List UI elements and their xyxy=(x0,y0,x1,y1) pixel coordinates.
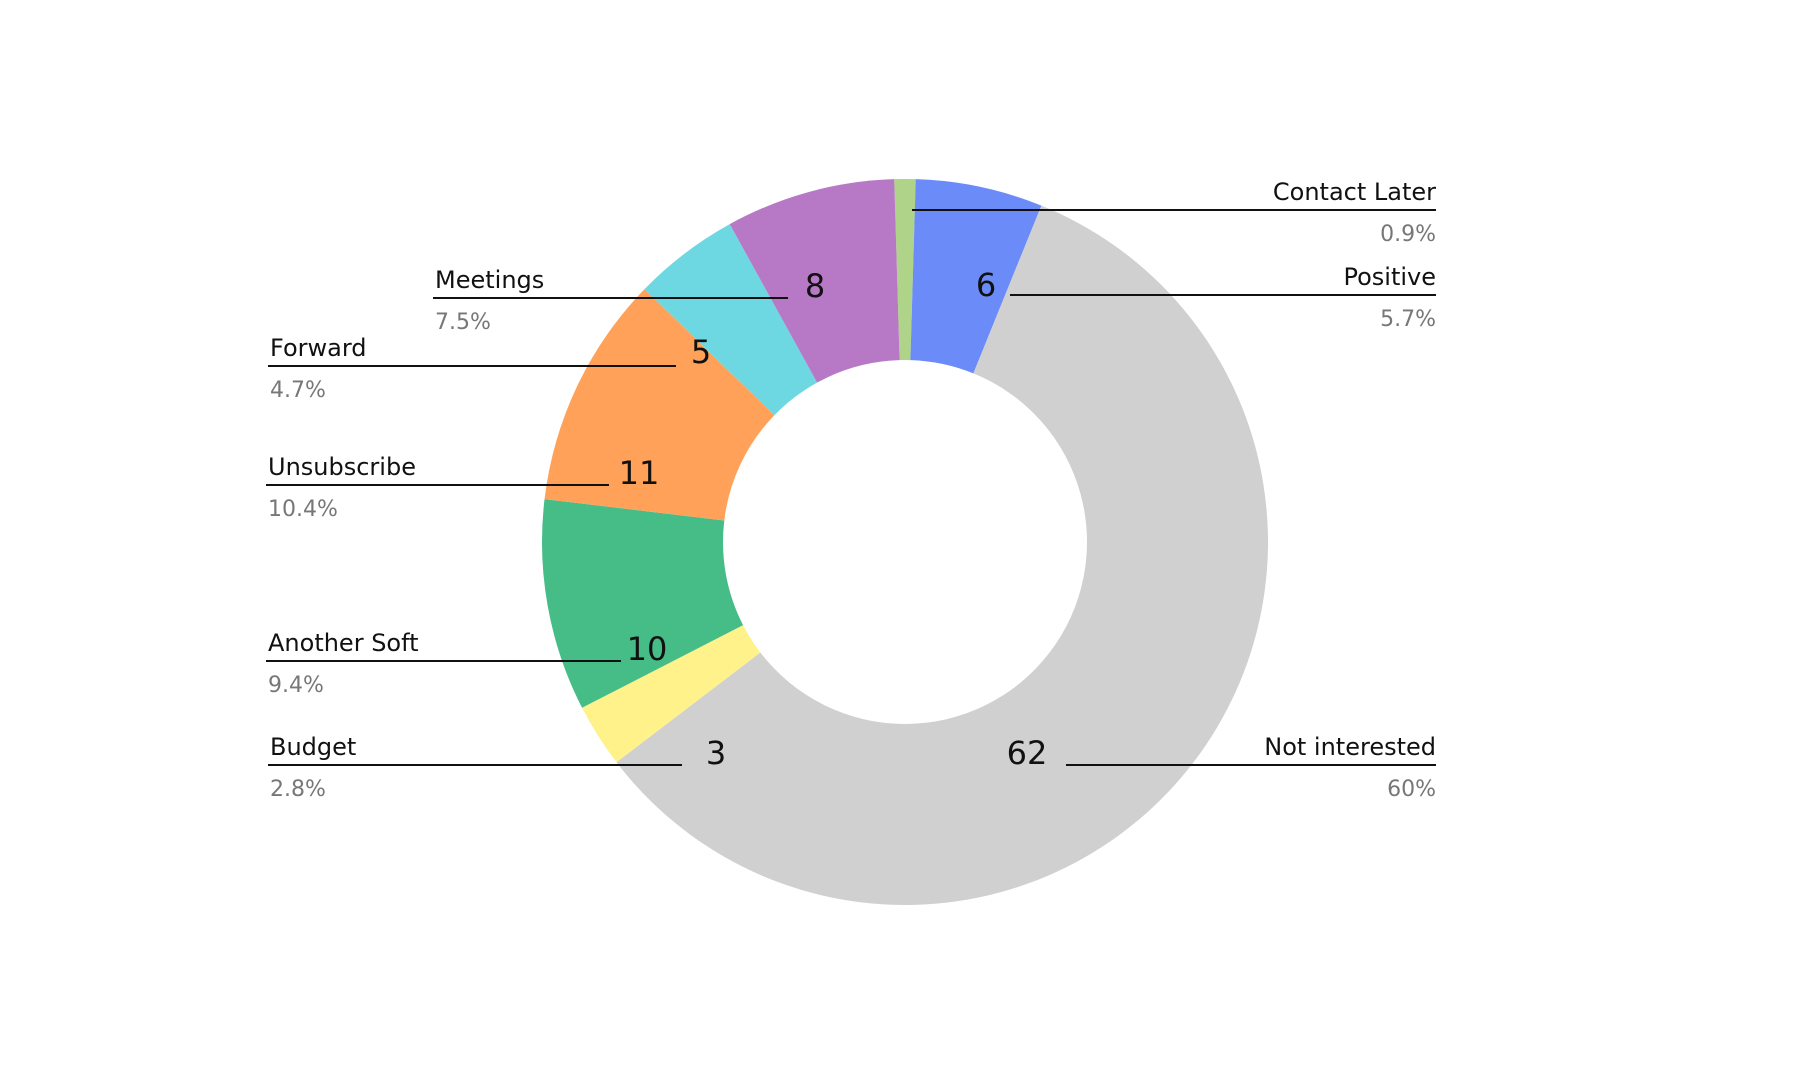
slice-value-budget: 3 xyxy=(706,734,726,772)
category-label-another-soft: Another Soft xyxy=(268,629,419,657)
callout-labels-layer: Contact Later 0.9% Positive 5.7% Not interes… xyxy=(268,178,1436,802)
percent-label-unsubscribe: 10.4% xyxy=(268,497,338,522)
slice-value-forward: 5 xyxy=(691,333,711,371)
slice-value-positive: 6 xyxy=(976,266,996,304)
slice-forward xyxy=(644,224,818,416)
slice-unsubscribe xyxy=(544,289,775,521)
slice-value-not-interested: 62 xyxy=(1007,734,1048,772)
percent-label-forward: 4.7% xyxy=(270,378,326,403)
category-label-meetings: Meetings xyxy=(435,266,544,294)
category-label-unsubscribe: Unsubscribe xyxy=(268,453,416,481)
category-label-not-interested: Not interested xyxy=(1264,733,1436,761)
slice-not-interested xyxy=(616,205,1268,906)
slice-meetings xyxy=(729,179,900,383)
category-label-budget: Budget xyxy=(270,733,356,761)
slice-values-layer: 6 62 3 10 11 5 8 xyxy=(619,266,1048,772)
slices-layer xyxy=(542,179,1268,906)
slice-value-another-soft: 10 xyxy=(627,630,668,668)
percent-label-not-interested: 60% xyxy=(1387,777,1436,802)
leader-lines-layer xyxy=(266,209,1436,766)
slice-budget xyxy=(582,625,761,763)
percent-label-budget: 2.8% xyxy=(270,777,326,802)
percent-label-positive: 5.7% xyxy=(1380,307,1436,332)
percent-label-meetings: 7.5% xyxy=(435,310,491,335)
slice-contact-later xyxy=(894,179,916,361)
category-label-forward: Forward xyxy=(270,334,367,362)
slice-value-meetings: 8 xyxy=(805,267,825,305)
category-label-positive: Positive xyxy=(1343,263,1436,291)
percent-label-contact-later: 0.9% xyxy=(1380,222,1436,247)
category-label-contact-later: Contact Later xyxy=(1273,178,1436,206)
slice-value-unsubscribe: 11 xyxy=(619,454,660,492)
slice-positive xyxy=(910,179,1042,374)
percent-label-another-soft: 9.4% xyxy=(268,673,324,698)
slice-another-soft xyxy=(542,499,744,708)
